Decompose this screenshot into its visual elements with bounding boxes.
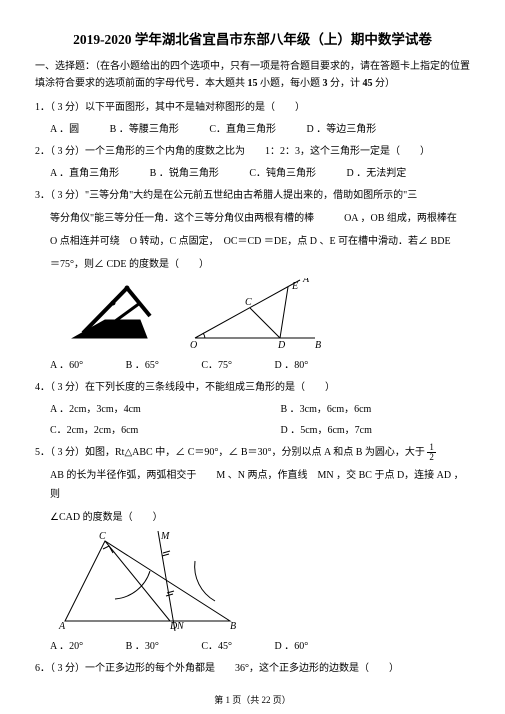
fig5-N: N <box>176 621 185 631</box>
q5-line1-text: 5．（ 3 分）如图，Rt△ABC 中，∠ C＝90°，∠ B＝30°，分别以点… <box>35 447 425 458</box>
q4-options-row1: A ．2cm，3cm，4cm B ．3cm，6cm，6cm <box>35 401 470 418</box>
q2-stem: 2．（ 3 分）一个三角形的三个内角的度数之比为 1：2：3，这个三角形一定是（… <box>35 142 470 161</box>
fig3-D: D <box>277 340 286 350</box>
q1-options: A ．圆 B ．等腰三角形 C．直角三角形 D ．等边三角形 <box>35 121 470 138</box>
q4-c: C．2cm，2cm，6cm <box>50 422 250 439</box>
q5-line3: ∠CAD 的度数是（ ） <box>35 508 470 527</box>
section-count-tail2: 分，计 <box>330 78 360 89</box>
q2-options: A ．直角三角形 B ．锐角三角形 C．钝角三角形 D ．无法判定 <box>35 165 470 182</box>
section-count-tail3: 分） <box>375 78 395 89</box>
page-footer: 第 1 页（共 22 页） <box>0 693 505 706</box>
exam-page: 2019-2020 学年湖北省宜昌市东部八年级（上）期中数学试卷 一、选择题：（… <box>0 0 505 714</box>
q6-stem: 6．（ 3 分）一个正多边形的每个外角都是 36°，这个正多边形的边数是（ ） <box>35 659 470 678</box>
q3-options: A ．60° B ．65° C．75° D ．80° <box>35 357 470 374</box>
q5-d: D ．60° <box>275 638 309 655</box>
section-count-bold: 15 <box>245 78 260 89</box>
page-title: 2019-2020 学年湖北省宜昌市东部八年级（上）期中数学试卷 <box>35 28 470 48</box>
q1-a: A ．圆 <box>50 121 79 138</box>
fig3-B: B <box>315 340 321 350</box>
q2-d: D ．无法判定 <box>347 165 407 182</box>
q1-c: C．直角三角形 <box>209 121 276 138</box>
q5-a: A ．20° <box>50 638 83 655</box>
q4-options-row2: C．2cm，2cm，6cm D ．5cm，6cm，7cm <box>35 422 470 439</box>
q5-c: C．45° <box>201 638 232 655</box>
q2-c: C．钝角三角形 <box>249 165 316 182</box>
q4-b: B ．3cm，6cm，6cm <box>281 401 372 418</box>
q1-b: B ．等腰三角形 <box>110 121 179 138</box>
fig5-A: A <box>58 621 66 631</box>
section-count-text: ．本大题共 <box>195 78 245 89</box>
q5-options: A ．20° B ．30° C．45° D ．60° <box>35 638 470 655</box>
fig5-C: C <box>99 531 106 542</box>
q3-figure: O A B C D E <box>35 278 470 353</box>
q3-a: A ．60° <box>50 357 83 374</box>
q3-line1: 3．（ 3 分）"三等分角"大约是在公元前五世纪由古希腊人提出来的，借助如图所示… <box>35 186 470 205</box>
q3-line4: ＝75°，则∠ CDE 的度数是（ ） <box>35 255 470 274</box>
q4-a: A ．2cm，3cm，4cm <box>50 401 250 418</box>
q5-figure: A B C D M N <box>35 531 470 634</box>
section-count-bold2: 3 <box>320 78 330 89</box>
q2-b: B ．锐角三角形 <box>150 165 219 182</box>
section-header: 一、选择题：（在各小题给出的四个选项中，只有一项是符合题目要求的，请在答题卡上指… <box>35 58 470 92</box>
q3-c: C．75° <box>201 357 232 374</box>
section-count-tail: 小题，每小题 <box>260 78 320 89</box>
fig3-E: E <box>291 281 298 292</box>
fig3-A: A <box>302 278 310 285</box>
q3-line3: O 点相连并可绕 O 转动，C 点固定， OC＝CD ＝DE，点 D 、E 可在… <box>35 232 470 251</box>
fig3-C: C <box>245 297 252 308</box>
q3-b: B ．65° <box>126 357 159 374</box>
q4-d: D ．5cm，6cm，7cm <box>281 422 372 439</box>
q4-stem: 4．（ 3 分）在下列长度的三条线段中，不能组成三角形的是（ ） <box>35 378 470 397</box>
fig3-O: O <box>190 340 197 350</box>
q5-line1: 5．（ 3 分）如图，Rt△ABC 中，∠ C＝90°，∠ B＝30°，分别以点… <box>35 443 470 462</box>
q1-stem: 1．（ 3 分）以下平面图形，其中不是轴对称图形的是（ ） <box>35 98 470 117</box>
q5-b: B ．30° <box>126 638 159 655</box>
fig5-B: B <box>230 621 236 631</box>
q2-a: A ．直角三角形 <box>50 165 119 182</box>
fig5-M: M <box>160 531 170 542</box>
section-count-bold3: 45 <box>360 78 375 89</box>
q3-d: D ．80° <box>275 357 309 374</box>
fraction-half: 12 <box>427 443 436 462</box>
q1-d: D ．等边三角形 <box>307 121 377 138</box>
q3-line2: 等分角仪"能三等分任一角．这个三等分角仪由两根有槽的棒 OA ，OB 组成，两根… <box>35 209 470 228</box>
q5-line2: AB 的长为半径作弧，两弧相交于 M 、N 两点，作直线 MN ，交 BC 于点… <box>35 466 470 504</box>
